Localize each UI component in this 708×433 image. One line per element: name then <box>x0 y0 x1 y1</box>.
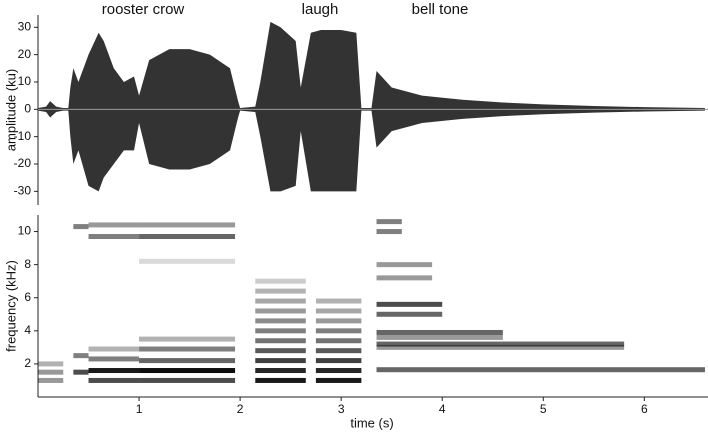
harmonic-band <box>255 358 306 364</box>
waveform-envelope <box>38 21 705 192</box>
harmonic-band <box>315 308 362 314</box>
annotation: rooster crow <box>102 1 185 18</box>
y-tick-label: -30 <box>14 184 32 198</box>
harmonic-band <box>315 338 362 344</box>
harmonic-band <box>315 358 362 364</box>
harmonic-band <box>139 222 236 228</box>
harmonic-band <box>88 368 140 374</box>
y-tick-label: 10 <box>18 224 32 238</box>
y-axis-label: frequency (kHz) <box>3 260 18 352</box>
y-tick-label: -20 <box>14 156 32 170</box>
harmonic-band <box>88 222 140 228</box>
x-axis-label: time (s) <box>350 415 393 430</box>
harmonic-band <box>139 258 236 264</box>
x-tick-label: 2 <box>237 402 244 416</box>
harmonic-band <box>88 234 140 240</box>
harmonic-band <box>376 334 503 340</box>
harmonic-band <box>315 328 362 334</box>
y-tick-label: 8 <box>24 257 31 271</box>
harmonic-band <box>376 301 443 307</box>
x-tick-label: 3 <box>338 402 345 416</box>
harmonic-band <box>139 358 236 364</box>
harmonic-band <box>376 341 625 347</box>
harmonic-band <box>139 336 236 342</box>
harmonic-band <box>315 348 362 354</box>
harmonic-band <box>255 368 306 374</box>
harmonic-band <box>315 368 362 374</box>
x-tick-label: 1 <box>136 402 143 416</box>
harmonic-band <box>73 224 89 230</box>
x-tick-label: 4 <box>439 402 446 416</box>
harmonic-band <box>73 353 89 359</box>
y-axis-label: amplitude (ku) <box>3 69 18 151</box>
harmonic-band <box>255 348 306 354</box>
y-tick-label: 6 <box>24 290 31 304</box>
y-tick-label: -10 <box>14 129 32 143</box>
y-tick-label: 2 <box>24 356 31 370</box>
harmonic-band <box>139 234 236 240</box>
harmonic-band <box>139 368 236 374</box>
harmonic-band <box>38 361 64 367</box>
y-tick-label: 0 <box>24 101 31 115</box>
x-tick-label: 6 <box>641 402 648 416</box>
y-tick-label: 10 <box>18 74 32 88</box>
x-tick-label: 5 <box>540 402 547 416</box>
harmonic-band <box>88 346 140 352</box>
harmonic-band <box>376 367 705 373</box>
harmonic-band <box>139 346 236 352</box>
harmonic-band <box>255 338 306 344</box>
harmonic-band <box>255 328 306 334</box>
y-tick-label: 20 <box>18 47 32 61</box>
harmonic-band <box>255 377 306 383</box>
harmonic-band <box>315 318 362 324</box>
harmonic-band <box>255 318 306 324</box>
harmonic-band <box>255 308 306 314</box>
harmonic-band <box>315 298 362 304</box>
harmonic-band <box>376 229 402 235</box>
harmonic-band <box>38 377 64 383</box>
harmonic-band <box>255 298 306 304</box>
harmonic-band <box>376 329 503 335</box>
harmonic-band <box>255 278 306 284</box>
y-tick-label: 4 <box>24 323 31 337</box>
annotation: laugh <box>302 1 339 18</box>
harmonic-band <box>255 288 306 294</box>
harmonic-band <box>88 356 140 362</box>
harmonic-band <box>38 369 64 375</box>
harmonic-band <box>376 344 625 350</box>
harmonic-band <box>376 311 443 317</box>
harmonic-band <box>88 377 140 383</box>
harmonic-band <box>376 262 433 268</box>
harmonic-band <box>139 377 236 383</box>
harmonic-band <box>376 219 402 225</box>
harmonic-band <box>315 377 362 383</box>
annotation: bell tone <box>412 1 469 18</box>
y-tick-label: 30 <box>18 19 32 33</box>
harmonic-band <box>73 369 89 375</box>
harmonic-band <box>376 275 433 281</box>
